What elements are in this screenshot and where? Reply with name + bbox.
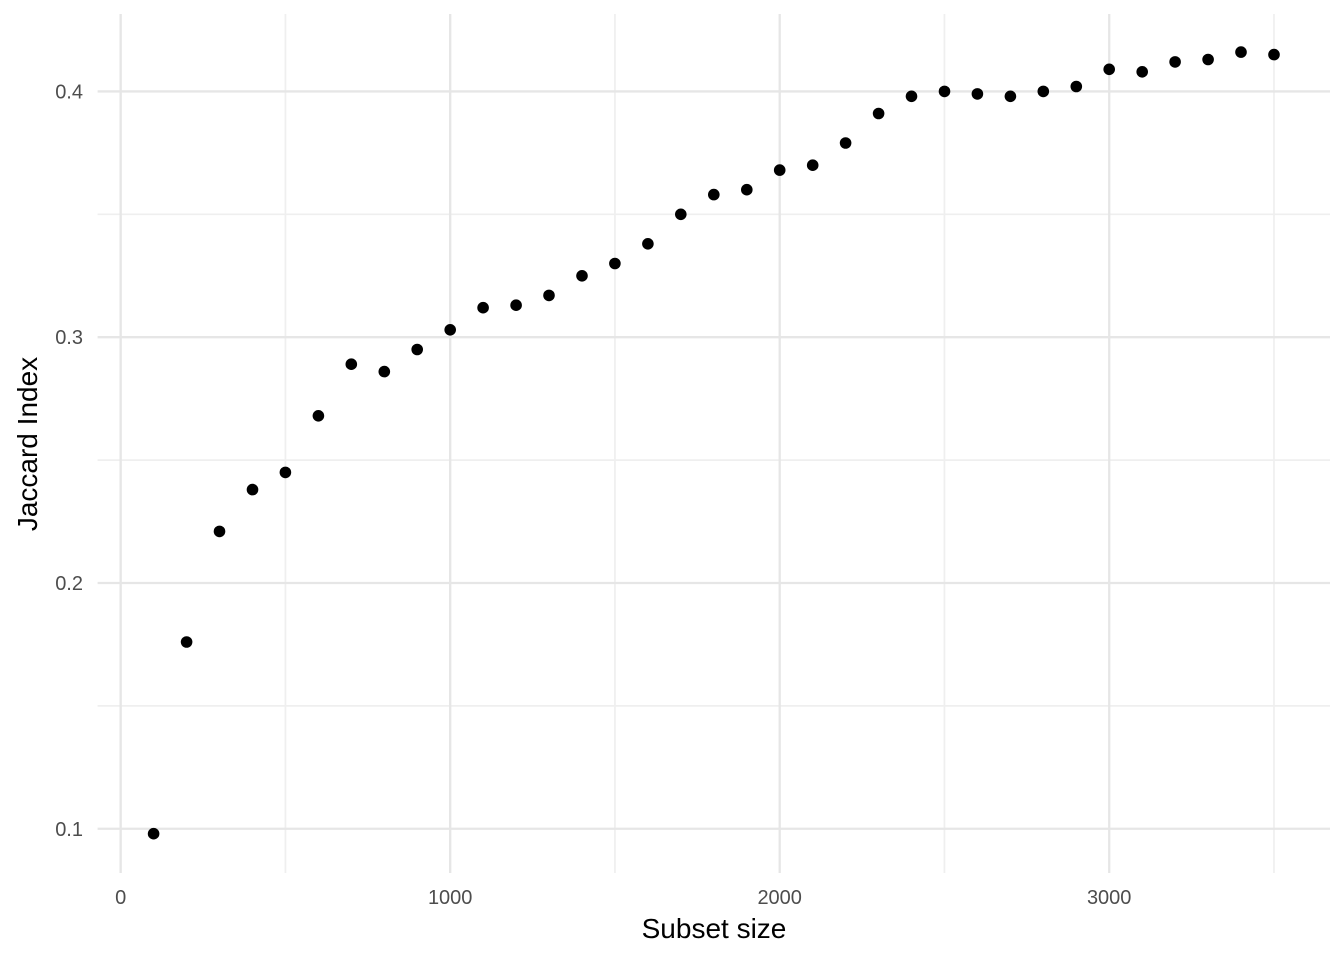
- x-tick-label: 0: [115, 887, 126, 909]
- scatter-point: [806, 159, 819, 171]
- scatter-point: [510, 299, 522, 312]
- scatter-point: [1235, 46, 1247, 58]
- scatter-point: [609, 257, 621, 270]
- scatter-point: [246, 483, 259, 496]
- x-tick-label: 3000: [1087, 887, 1132, 909]
- scatter-point: [642, 238, 654, 250]
- scatter-point: [444, 324, 457, 336]
- scatter-point: [147, 827, 160, 840]
- scatter-point: [1103, 63, 1115, 76]
- y-tick-label: 0.2: [55, 573, 83, 595]
- x-tick-label: 1000: [428, 887, 473, 909]
- major-gridlines: [97, 14, 1330, 873]
- scatter-point: [279, 466, 292, 479]
- y-axis-tick-labels: 0.1 0.2 0.3 0.4: [55, 81, 83, 840]
- scatter-point: [477, 301, 489, 314]
- x-axis-title: Subset size: [642, 913, 787, 944]
- scatter-point: [905, 90, 918, 103]
- scatter-point: [1004, 90, 1017, 103]
- y-tick-label: 0.3: [55, 327, 83, 349]
- scatter-point: [1169, 56, 1181, 68]
- scatter-point: [213, 525, 226, 538]
- scatter-point: [1070, 80, 1083, 93]
- scatter-point: [1136, 66, 1148, 78]
- scatter-point: [839, 137, 852, 149]
- scatter-point: [312, 410, 325, 422]
- x-axis-tick-labels: 0 1000 2000 3000: [115, 887, 1131, 909]
- scatter-point: [1268, 48, 1280, 61]
- y-tick-label: 0.1: [55, 819, 83, 841]
- scatter-point: [938, 85, 951, 98]
- scatter-point: [872, 107, 885, 120]
- scatter-point: [1202, 53, 1214, 66]
- scatter-point: [543, 289, 555, 302]
- scatter-point: [576, 270, 588, 282]
- y-axis-title: Jaccard Index: [12, 357, 43, 531]
- scatter-point: [1037, 85, 1050, 98]
- y-tick-label: 0.4: [55, 81, 83, 103]
- data-points: [147, 46, 1280, 840]
- scatter-point: [971, 88, 984, 100]
- minor-gridlines: [97, 14, 1330, 873]
- x-tick-label: 2000: [757, 887, 802, 909]
- scatter-point: [378, 365, 391, 378]
- scatter-point: [180, 636, 193, 648]
- scatter-point: [345, 358, 358, 371]
- scatter-point: [675, 208, 687, 221]
- scatter-point: [741, 183, 753, 196]
- scatter-point: [411, 343, 424, 356]
- scatter-point: [773, 164, 786, 176]
- scatter-point: [708, 188, 720, 201]
